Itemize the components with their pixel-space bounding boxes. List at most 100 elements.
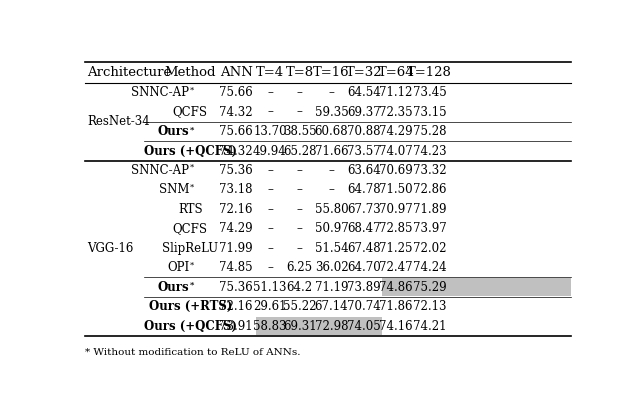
Text: 70.88: 70.88 — [347, 125, 380, 138]
Text: –: – — [328, 183, 335, 197]
Text: Method: Method — [164, 66, 216, 79]
Text: 70.97: 70.97 — [379, 203, 413, 216]
Text: SlipReLU: SlipReLU — [163, 242, 218, 255]
Bar — [382, 278, 416, 296]
Text: 69.31: 69.31 — [283, 320, 317, 332]
Text: *: * — [190, 280, 194, 289]
Text: –: – — [267, 164, 273, 177]
Text: 72.02: 72.02 — [413, 242, 447, 255]
Text: 72.86: 72.86 — [413, 183, 447, 197]
Text: 38.55: 38.55 — [283, 125, 317, 138]
Text: Ours: Ours — [157, 281, 189, 294]
Text: *: * — [190, 183, 194, 191]
Text: 67.14: 67.14 — [315, 300, 348, 313]
Bar — [416, 278, 571, 296]
Text: 49.94: 49.94 — [253, 145, 287, 157]
Text: 70.69: 70.69 — [379, 164, 413, 177]
Text: RTS: RTS — [178, 203, 203, 216]
Text: 65.28: 65.28 — [283, 145, 316, 157]
Text: T=128: T=128 — [407, 66, 452, 79]
Text: 74.86: 74.86 — [379, 281, 413, 294]
Text: 75.66: 75.66 — [220, 125, 253, 138]
Text: Ours (+QCFS): Ours (+QCFS) — [144, 320, 237, 332]
Text: –: – — [267, 242, 273, 255]
Text: Ours: Ours — [157, 125, 189, 138]
Text: 60.68: 60.68 — [315, 125, 348, 138]
Text: 73.97: 73.97 — [413, 222, 447, 235]
Text: –: – — [297, 86, 303, 99]
Text: 73.45: 73.45 — [413, 86, 447, 99]
Text: 73.15: 73.15 — [413, 106, 447, 119]
Text: 72.85: 72.85 — [380, 222, 413, 235]
Text: –: – — [297, 242, 303, 255]
Text: –: – — [297, 203, 303, 216]
Text: –: – — [328, 164, 335, 177]
Text: 74.21: 74.21 — [413, 320, 447, 332]
Text: Ours (+QCFS): Ours (+QCFS) — [144, 145, 237, 157]
Text: *: * — [190, 261, 194, 269]
Text: 75.36: 75.36 — [220, 281, 253, 294]
Text: 74.05: 74.05 — [347, 320, 381, 332]
Text: 55.80: 55.80 — [315, 203, 348, 216]
Text: 72.13: 72.13 — [413, 300, 447, 313]
Text: 6.25: 6.25 — [287, 261, 313, 274]
Text: T=4: T=4 — [256, 66, 284, 79]
Text: –: – — [267, 183, 273, 197]
Text: 71.89: 71.89 — [413, 203, 447, 216]
Text: 71.25: 71.25 — [380, 242, 413, 255]
Text: SNM: SNM — [159, 183, 189, 197]
Text: 74.23: 74.23 — [413, 145, 447, 157]
Text: 58.83: 58.83 — [253, 320, 287, 332]
Text: Architecture: Architecture — [88, 66, 172, 79]
Text: 29.61: 29.61 — [253, 300, 287, 313]
Text: 64.70: 64.70 — [347, 261, 381, 274]
Text: 64.78: 64.78 — [347, 183, 381, 197]
Text: –: – — [267, 222, 273, 235]
Text: 71.50: 71.50 — [379, 183, 413, 197]
Text: T=8: T=8 — [285, 66, 314, 79]
Text: 72.16: 72.16 — [220, 300, 253, 313]
Text: 71.19: 71.19 — [315, 281, 348, 294]
Text: 64.54: 64.54 — [347, 86, 381, 99]
Text: –: – — [297, 183, 303, 197]
Text: 74.16: 74.16 — [379, 320, 413, 332]
Text: VGG-16: VGG-16 — [88, 242, 134, 255]
Text: QCFS: QCFS — [173, 106, 208, 119]
Text: 73.32: 73.32 — [413, 164, 447, 177]
Text: 71.99: 71.99 — [220, 242, 253, 255]
Text: 75.66: 75.66 — [220, 86, 253, 99]
Text: 59.35: 59.35 — [315, 106, 348, 119]
Text: –: – — [297, 106, 303, 119]
Text: –: – — [267, 86, 273, 99]
Bar — [317, 317, 350, 335]
Text: 75.36: 75.36 — [220, 164, 253, 177]
Text: 50.97: 50.97 — [315, 222, 348, 235]
Text: T=64: T=64 — [378, 66, 414, 79]
Text: 72.98: 72.98 — [315, 320, 348, 332]
Text: QCFS: QCFS — [173, 222, 208, 235]
Bar — [286, 317, 317, 335]
Text: –: – — [267, 203, 273, 216]
Text: 63.64: 63.64 — [347, 164, 381, 177]
Text: ResNet-34: ResNet-34 — [88, 115, 150, 128]
Text: 70.74: 70.74 — [347, 300, 381, 313]
Bar — [256, 317, 286, 335]
Text: 73.57: 73.57 — [347, 145, 381, 157]
Text: 72.16: 72.16 — [220, 203, 253, 216]
Text: 74.32: 74.32 — [220, 145, 253, 157]
Text: 74.29: 74.29 — [379, 125, 413, 138]
Text: 67.73: 67.73 — [347, 203, 381, 216]
Text: SNNC-AP: SNNC-AP — [131, 86, 189, 99]
Text: 55.22: 55.22 — [283, 300, 316, 313]
Text: * Without modification to ReLU of ANNs.: * Without modification to ReLU of ANNs. — [85, 349, 300, 358]
Text: 69.37: 69.37 — [347, 106, 381, 119]
Text: –: – — [297, 222, 303, 235]
Text: 51.54: 51.54 — [315, 242, 348, 255]
Text: Ours (+RTS): Ours (+RTS) — [148, 300, 232, 313]
Bar — [350, 317, 382, 335]
Text: 74.29: 74.29 — [220, 222, 253, 235]
Text: 75.28: 75.28 — [413, 125, 447, 138]
Text: 72.47: 72.47 — [379, 261, 413, 274]
Text: 51.13: 51.13 — [253, 281, 287, 294]
Text: 64.2: 64.2 — [287, 281, 313, 294]
